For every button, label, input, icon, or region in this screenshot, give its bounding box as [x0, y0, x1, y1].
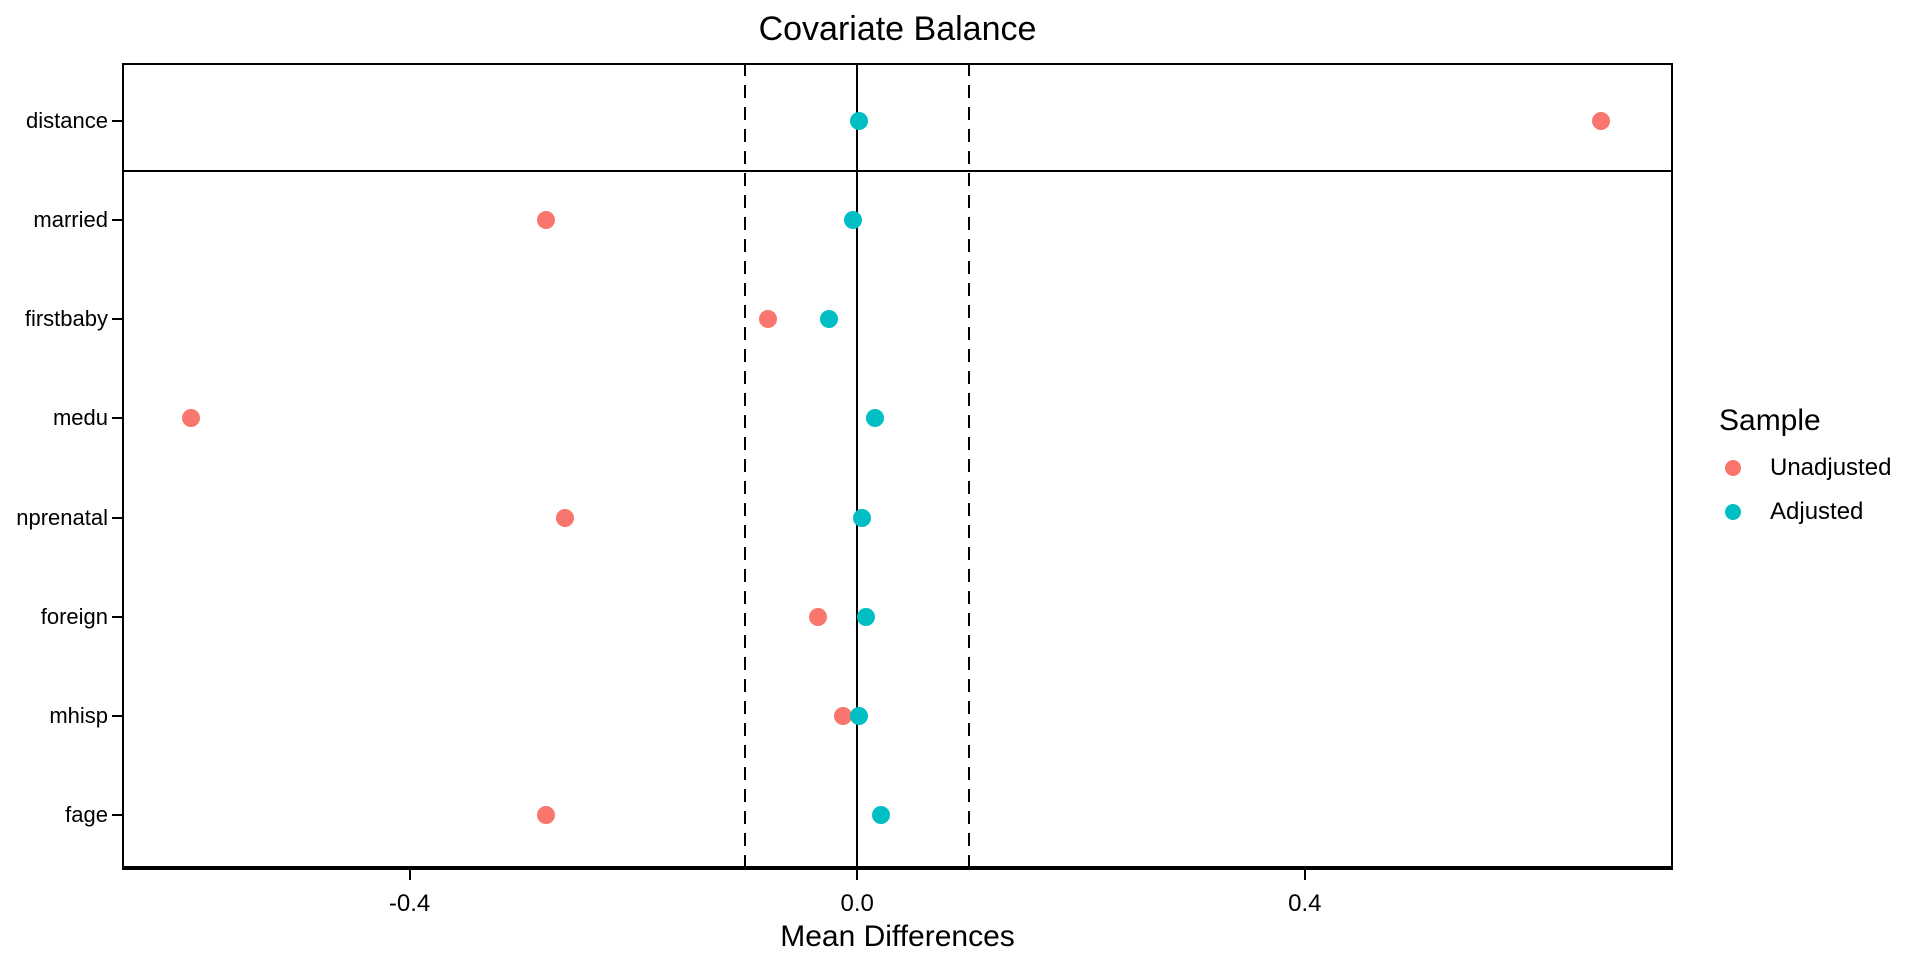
- zero-reference-line: [856, 63, 859, 870]
- legend-label-adjusted: Adjusted: [1770, 498, 1864, 525]
- y-axis-label-distance: distance: [26, 108, 108, 133]
- threshold-line: [744, 63, 747, 870]
- data-point-adjusted-married: [843, 211, 862, 230]
- data-point-adjusted-foreign: [857, 607, 876, 626]
- x-axis-tick-label: 0.0: [840, 890, 874, 917]
- y-axis-tick: [112, 219, 122, 222]
- data-point-unadjusted-nprenatal: [556, 508, 575, 527]
- legend-entry-unadjusted: Unadjusted: [1725, 452, 1891, 484]
- y-axis-label-medu: medu: [52, 405, 108, 431]
- data-point-unadjusted-married: [537, 211, 556, 230]
- chart-title: Covariate Balance: [758, 10, 1037, 48]
- y-axis-tick: [112, 615, 122, 618]
- y-axis-label-foreign: foreign: [40, 603, 108, 629]
- x-axis-tick: [1303, 870, 1306, 880]
- y-axis-label-fage: fage: [65, 802, 108, 827]
- legend-title: Sample: [1719, 404, 1821, 437]
- distance-separator-line: [122, 169, 1673, 172]
- x-axis-tick-label: 0.4: [1288, 890, 1322, 917]
- data-point-adjusted-nprenatal: [852, 508, 871, 527]
- legend-entry-adjusted: Adjusted: [1725, 496, 1863, 528]
- y-axis-tick: [112, 814, 122, 816]
- data-point-unadjusted-mhisp: [833, 706, 852, 725]
- y-axis-tick: [112, 714, 122, 717]
- y-axis-tick: [112, 417, 122, 420]
- data-point-adjusted-firstbaby: [820, 310, 839, 329]
- legend-swatch-unadjusted-icon: [1725, 460, 1741, 476]
- y-axis-tick: [112, 516, 122, 519]
- data-point-unadjusted-fage: [537, 806, 556, 824]
- legend-label-unadjusted: Unadjusted: [1770, 454, 1892, 481]
- x-axis-tick: [856, 870, 859, 880]
- y-axis-label-married: married: [33, 207, 108, 233]
- threshold-line: [968, 63, 971, 870]
- y-axis-tick: [112, 120, 122, 122]
- y-axis-label-firstbaby: firstbaby: [24, 306, 108, 332]
- data-point-adjusted-fage: [871, 806, 890, 824]
- y-axis-label-nprenatal: nprenatal: [16, 504, 108, 530]
- data-point-adjusted-mhisp: [850, 706, 869, 725]
- legend-swatch-adjusted-icon: [1725, 504, 1741, 520]
- data-point-unadjusted-distance: [1592, 112, 1611, 130]
- x-axis-tick-label: -0.4: [388, 890, 431, 917]
- data-point-unadjusted-medu: [182, 409, 201, 428]
- data-point-adjusted-medu: [866, 409, 885, 428]
- data-point-adjusted-distance: [850, 112, 869, 130]
- x-axis-title: Mean Differences: [780, 920, 1015, 953]
- plot-panel: [122, 63, 1673, 870]
- y-axis-label-mhisp: mhisp: [49, 702, 108, 728]
- data-point-unadjusted-foreign: [809, 607, 828, 626]
- y-axis-tick: [112, 318, 122, 321]
- x-axis-tick: [408, 870, 411, 880]
- data-point-unadjusted-firstbaby: [758, 310, 777, 329]
